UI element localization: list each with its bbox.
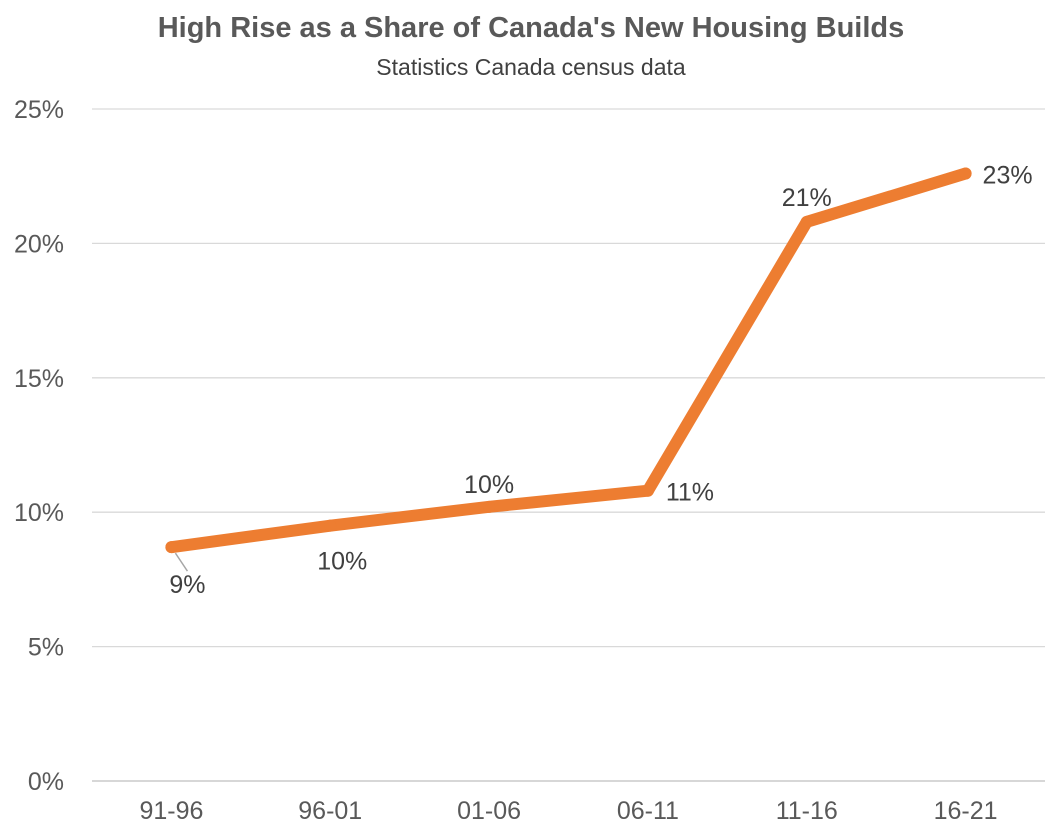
data-point [483, 500, 496, 513]
y-tick-label: 10% [14, 499, 64, 527]
y-tick-label: 5% [28, 634, 64, 662]
y-axis-tick-labels: 0% 5% 10% 15% 20% 25% [14, 96, 64, 796]
data-labels: 9% 10% 10% 11% 21% 23% [169, 162, 1032, 600]
data-label: 21% [782, 184, 832, 212]
data-point [959, 167, 972, 180]
x-tick-label: 06-11 [617, 797, 679, 825]
data-point [641, 484, 654, 497]
data-point [324, 519, 337, 532]
x-tick-label: 16-21 [934, 797, 998, 825]
y-tick-label: 20% [14, 230, 64, 258]
x-axis-tick-labels: 91-96 96-01 01-06 06-11 11-16 16-21 [139, 797, 997, 825]
data-label: 11% [666, 479, 714, 507]
y-tick-label: 15% [14, 365, 64, 393]
y-tick-label: 25% [14, 96, 64, 124]
chart-subtitle: Statistics Canada census data [376, 54, 686, 80]
data-label-leader-line [174, 552, 189, 572]
data-label: 10% [317, 548, 367, 576]
data-label: 10% [464, 471, 514, 499]
x-tick-label: 01-06 [457, 797, 521, 825]
x-tick-label: 96-01 [298, 797, 362, 825]
series-line [165, 167, 972, 554]
series-layer [165, 167, 972, 554]
y-tick-label: 0% [28, 768, 64, 796]
chart-title: High Rise as a Share of Canada's New Hou… [157, 12, 905, 44]
data-label: 23% [983, 162, 1033, 190]
gridlines [92, 108, 1045, 782]
data-point [800, 215, 813, 228]
data-point [165, 541, 178, 554]
x-tick-label: 91-96 [139, 797, 203, 825]
x-tick-label: 11-16 [776, 797, 838, 825]
data-label: 9% [169, 571, 205, 599]
